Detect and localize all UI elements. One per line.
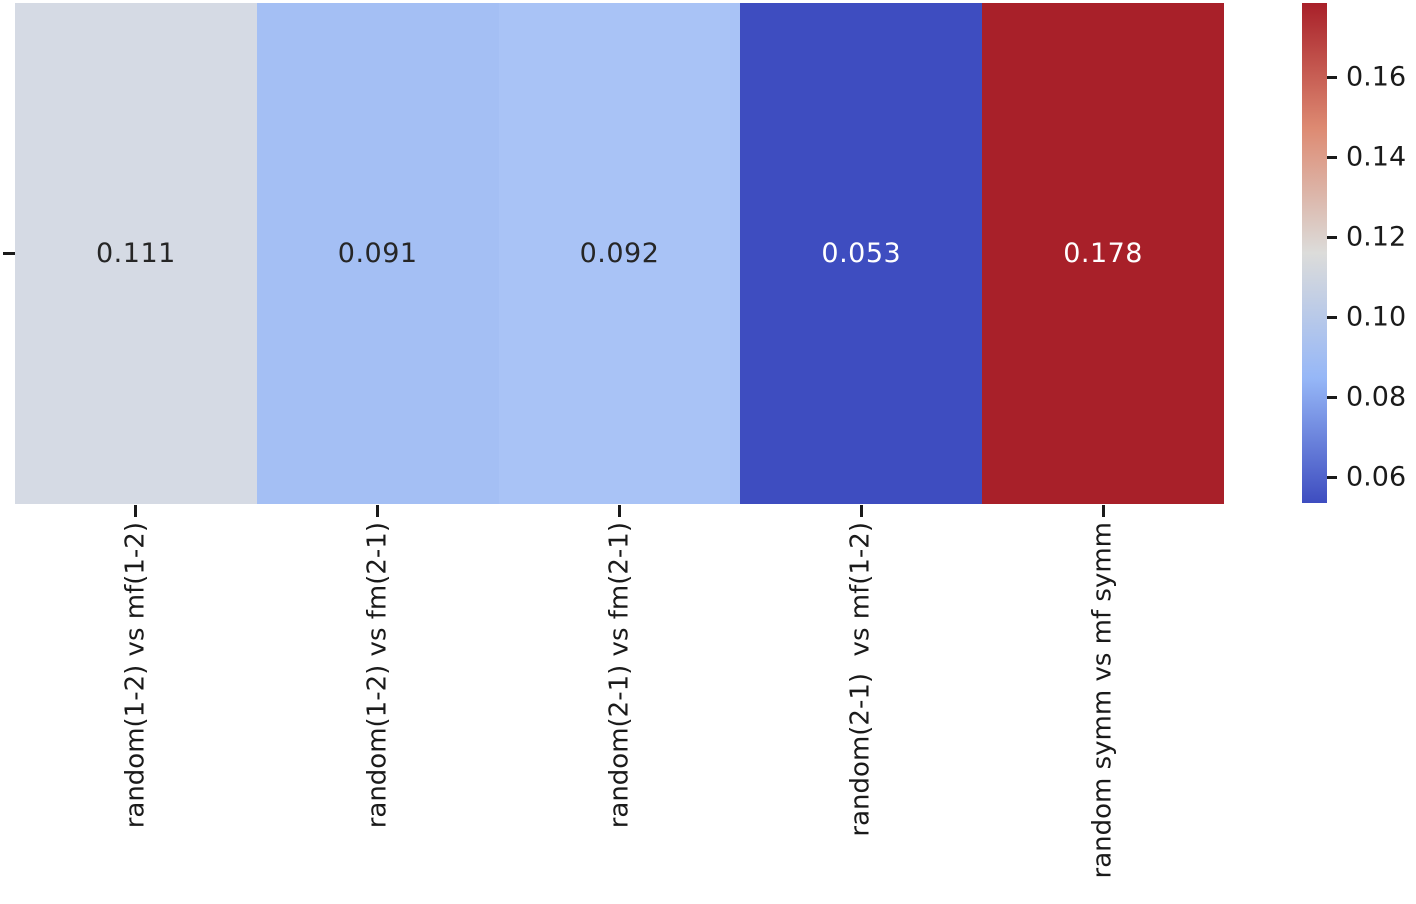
x-axis-tick-label: random(2-1) vs fm(2-1) xyxy=(603,522,634,829)
x-axis-tick xyxy=(859,505,863,517)
cell-value-label: 0.178 xyxy=(1063,238,1143,269)
cell-value-label: 0.092 xyxy=(579,238,660,269)
colorbar-tick-label: 0.06 xyxy=(1346,461,1407,493)
heatmap-cell: 0.111 xyxy=(15,3,257,504)
colorbar-tick xyxy=(1327,155,1337,159)
heatmap-row: 0.111 0.091 0.092 0.053 0.178 xyxy=(15,3,1224,504)
heatmap-cell: 0.178 xyxy=(982,3,1224,504)
colorbar-tick xyxy=(1327,395,1337,399)
heatmap-cell: 0.092 xyxy=(498,3,741,504)
cell-value-label: 0.053 xyxy=(821,238,902,269)
colorbar-tick-label: 0.08 xyxy=(1346,381,1407,413)
x-axis-tick xyxy=(1101,505,1105,517)
x-axis-tick-label: random(1-2) vs mf(1-2) xyxy=(120,522,151,829)
cell-value-label: 0.111 xyxy=(96,238,176,269)
x-axis-tick-label: random symm vs mf symm xyxy=(1087,522,1118,879)
colorbar-tick xyxy=(1327,475,1337,479)
colorbar-gradient xyxy=(1302,3,1327,503)
colorbar-tick-label: 0.14 xyxy=(1346,141,1407,173)
cell-value-label: 0.091 xyxy=(337,238,418,269)
colorbar-tick-label: 0.10 xyxy=(1346,301,1407,333)
x-axis-tick-label: random(2-1) vs mf(1-2) xyxy=(845,522,876,837)
colorbar-tick xyxy=(1327,75,1337,79)
heatmap-cell: 0.091 xyxy=(256,3,499,504)
heatmap-cell: 0.053 xyxy=(740,3,983,504)
x-axis-tick-label: random(1-2) vs fm(2-1) xyxy=(362,522,393,829)
colorbar-tick-label: 0.16 xyxy=(1346,61,1407,93)
colorbar-tick xyxy=(1327,315,1337,319)
colorbar-tick xyxy=(1327,235,1337,239)
x-axis-tick xyxy=(618,505,621,517)
y-axis-tick xyxy=(3,252,15,255)
x-axis-tick xyxy=(134,505,138,517)
x-axis-tick xyxy=(376,505,380,517)
colorbar-tick-label: 0.12 xyxy=(1346,221,1407,253)
